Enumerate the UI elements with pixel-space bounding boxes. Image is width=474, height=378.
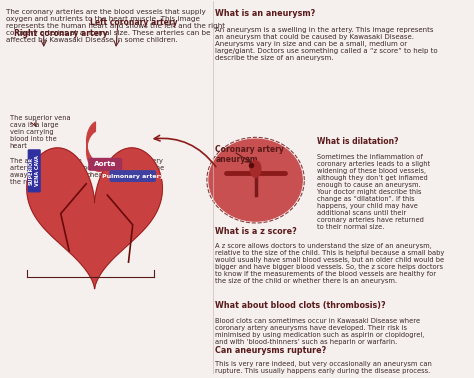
Text: The coronary arteries are the blood vessels that supply
oxygen and nutrients to : The coronary arteries are the blood vess…	[6, 9, 225, 43]
FancyBboxPatch shape	[27, 149, 41, 192]
Text: What is an aneurysm?: What is an aneurysm?	[215, 9, 316, 18]
Text: This is very rare indeed, but very occasionally an aneurysm can
rupture. This us: This is very rare indeed, but very occas…	[215, 361, 432, 374]
Text: Sometimes the inflammation of
coronary arteries leads to a slight
widening of th: Sometimes the inflammation of coronary a…	[317, 154, 430, 230]
Text: SUPERIOR
VENA CAVA: SUPERIOR VENA CAVA	[29, 155, 40, 186]
Text: The pulmonary artery
carries blood from the
heart to the lungs: The pulmonary artery carries blood from …	[91, 158, 164, 178]
Text: What is a z score?: What is a z score?	[215, 227, 297, 236]
Polygon shape	[27, 148, 163, 289]
Text: The superior vena
cava is a large
vein carrying
blood into the
heart: The superior vena cava is a large vein c…	[10, 115, 71, 149]
Text: What is dilatation?: What is dilatation?	[317, 137, 399, 146]
Ellipse shape	[250, 161, 261, 177]
Text: Right coronary artery: Right coronary artery	[14, 29, 108, 38]
Text: A z score allows doctors to understand the size of an aneurysm,
relative to the : A z score allows doctors to understand t…	[215, 243, 445, 285]
FancyBboxPatch shape	[88, 158, 122, 171]
Circle shape	[209, 139, 302, 221]
Text: Aorta: Aorta	[94, 161, 117, 167]
FancyBboxPatch shape	[109, 170, 156, 182]
Text: Can aneurysms rupture?: Can aneurysms rupture?	[215, 346, 327, 355]
Text: Blood clots can sometimes occur in Kawasaki Disease where
coronary artery aneury: Blood clots can sometimes occur in Kawas…	[215, 318, 425, 345]
Text: Left coronary artery: Left coronary artery	[91, 18, 178, 27]
Text: What about blood clots (thrombosis)?: What about blood clots (thrombosis)?	[215, 301, 386, 310]
Text: The aorta is the main
artery that carries blood
away from your heart to
the rest: The aorta is the main artery that carrie…	[10, 158, 91, 185]
Text: An aneurysm is a swelling in the artery. This image represents
an aneurysm that : An aneurysm is a swelling in the artery.…	[215, 27, 438, 61]
Text: Coronary artery
aneurysm: Coronary artery aneurysm	[215, 145, 284, 164]
Text: Pulmonary artery: Pulmonary artery	[102, 174, 164, 178]
